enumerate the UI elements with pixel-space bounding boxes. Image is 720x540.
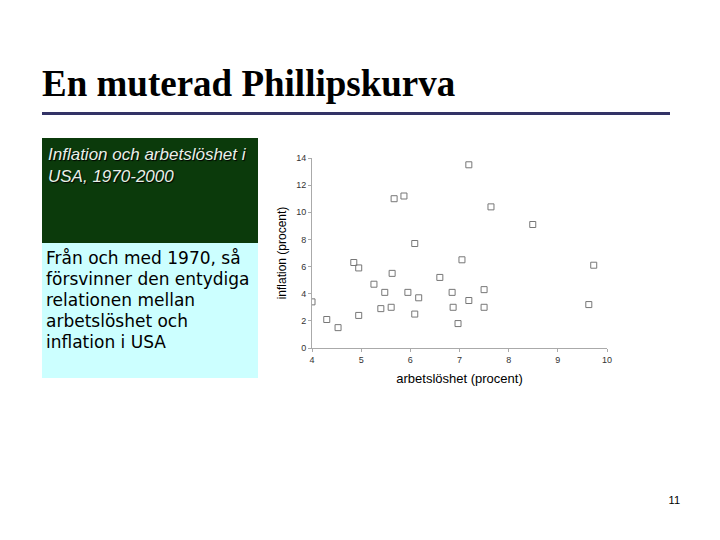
svg-text:0: 0	[301, 343, 306, 353]
svg-text:10: 10	[602, 355, 612, 365]
svg-text:4: 4	[301, 289, 306, 299]
svg-text:10: 10	[296, 207, 306, 217]
svg-text:8: 8	[506, 355, 511, 365]
svg-text:8: 8	[301, 235, 306, 245]
svg-text:4: 4	[309, 355, 314, 365]
html-text:Från och med 1970, så försvinn: Från och med 1970, så försvinner den ent…	[46, 248, 250, 352]
svg-text:inflation (procent): inflation (procent)	[275, 207, 289, 300]
svg-text:6: 6	[301, 262, 306, 272]
svg-text:6: 6	[408, 355, 413, 365]
html-text:En muterad Phillipskurva: En muterad Phillipskurva	[42, 63, 456, 104]
svg-text:5: 5	[359, 355, 364, 365]
html-text:11: 11	[668, 494, 680, 506]
svg-text:12: 12	[296, 180, 306, 190]
svg-text:9: 9	[555, 355, 560, 365]
svg-text:arbetslöshet (procent): arbetslöshet (procent)	[396, 371, 522, 386]
html-text:Inflation och arbetslöshet i U: Inflation och arbetslöshet i USA, 1970-2…	[48, 145, 246, 186]
svg-text:14: 14	[296, 153, 306, 163]
svg-text:2: 2	[301, 316, 306, 326]
svg-text:7: 7	[457, 355, 462, 365]
